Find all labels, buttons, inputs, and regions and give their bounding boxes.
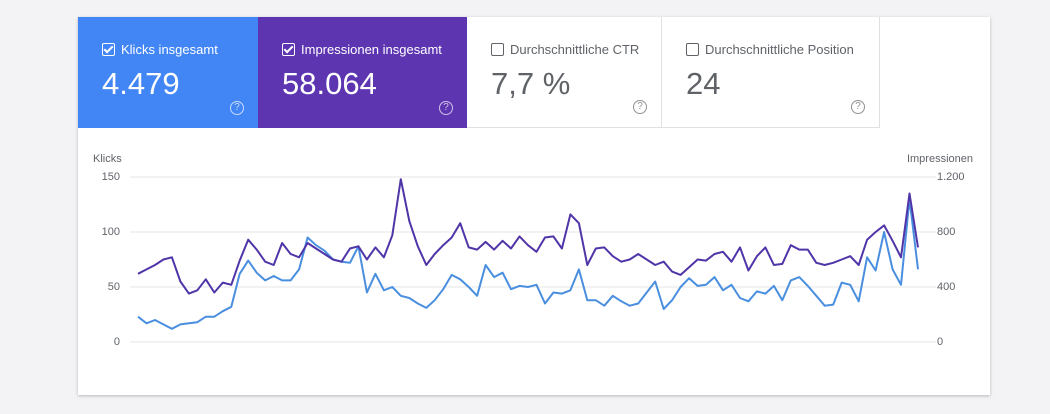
y2-tick-label: 800 bbox=[937, 226, 955, 238]
card-label: Durchschnittliche Position bbox=[705, 42, 854, 57]
series-line bbox=[137, 178, 919, 295]
card-value: 24 bbox=[686, 66, 721, 101]
series-line bbox=[137, 198, 919, 330]
checkbox[interactable] bbox=[686, 43, 699, 56]
metric-card[interactable]: Durchschnittliche CTR 7,7 %? bbox=[467, 17, 662, 128]
y-tick-label: 0 bbox=[114, 336, 120, 348]
card-label: Klicks insgesamt bbox=[121, 42, 218, 57]
card-value: 7,7 % bbox=[491, 66, 571, 101]
checkbox[interactable] bbox=[282, 43, 295, 56]
card-label: Impressionen insgesamt bbox=[301, 42, 442, 57]
help-icon[interactable]: ? bbox=[851, 100, 865, 114]
card-label: Durchschnittliche CTR bbox=[510, 42, 640, 57]
checkbox[interactable] bbox=[102, 43, 115, 56]
y2-tick-label: 400 bbox=[937, 281, 955, 293]
y-tick-label: 50 bbox=[108, 281, 120, 293]
performance-panel: Klicks insgesamt 4.479? Impressionen insg… bbox=[78, 17, 990, 395]
help-icon[interactable]: ? bbox=[633, 100, 647, 114]
y2-tick-label: 1.200 bbox=[937, 171, 965, 183]
y-tick-label: 100 bbox=[102, 226, 120, 238]
card-value: 4.479 bbox=[102, 66, 180, 101]
checkbox[interactable] bbox=[491, 43, 504, 56]
y2-tick-label: 0 bbox=[937, 336, 943, 348]
card-value: 58.064 bbox=[282, 66, 377, 101]
metric-card[interactable]: Klicks insgesamt 4.479? bbox=[78, 17, 258, 128]
y2-axis-label: Impressionen bbox=[907, 153, 973, 165]
y-tick-label: 150 bbox=[102, 171, 120, 183]
help-icon[interactable]: ? bbox=[230, 101, 244, 115]
metric-card[interactable]: Impressionen insgesamt 58.064? bbox=[258, 17, 467, 128]
y-axis-label: Klicks bbox=[93, 153, 122, 165]
help-icon[interactable]: ? bbox=[439, 101, 453, 115]
metric-card[interactable]: Durchschnittliche Position 24? bbox=[662, 17, 880, 128]
